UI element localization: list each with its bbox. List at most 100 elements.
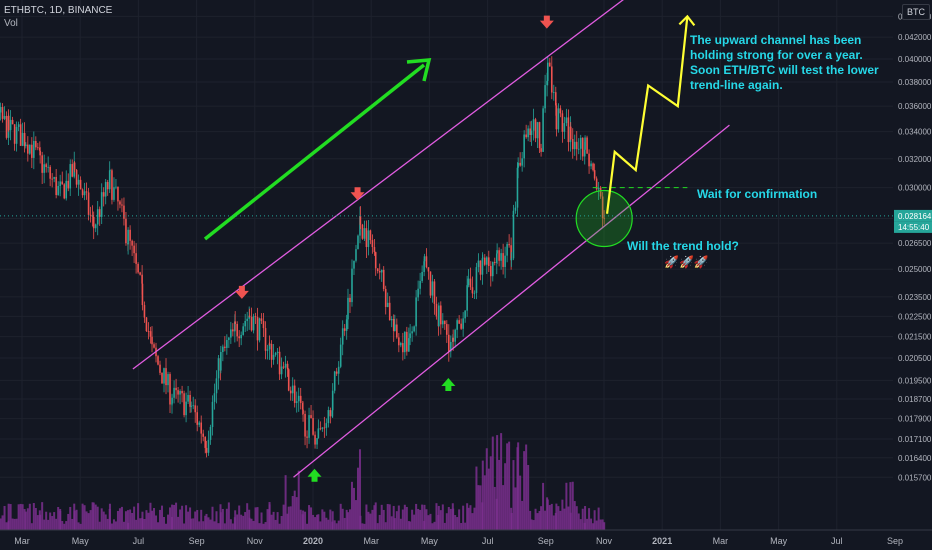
candle-body: [417, 288, 419, 298]
volume-bar: [92, 502, 95, 530]
upper-channel-line[interactable]: [132, 0, 739, 370]
candle-body: [192, 405, 195, 407]
candle-body: [460, 323, 462, 329]
lower-channel-line[interactable]: [293, 124, 730, 478]
time-tick-label: May: [770, 536, 788, 546]
volume-bar: [356, 467, 359, 530]
candle-body: [479, 260, 482, 275]
volume-bar: [69, 506, 72, 530]
candle-body: [369, 230, 372, 241]
time-axis[interactable]: Mar May Jul Sep Nov 2020 Mar May Jul Sep Nov 2021 Ma…: [0, 529, 932, 546]
volume-bar: [165, 523, 168, 530]
volume-bar: [536, 513, 539, 530]
volume-bar: [557, 506, 560, 530]
volume-bar: [24, 511, 27, 530]
volume-bar: [209, 519, 212, 530]
candle-body: [584, 137, 586, 150]
volume-bar: [21, 504, 24, 530]
focus-circle[interactable]: [575, 189, 633, 248]
candle-body: [282, 366, 285, 368]
candle-body: [297, 395, 300, 402]
candle-body: [603, 217, 605, 219]
candle-body: [339, 344, 342, 367]
volume-bar: [592, 523, 595, 530]
candle-body: [404, 331, 406, 353]
candle-body: [198, 422, 201, 425]
volume-bar: [258, 523, 261, 530]
volume-bar: [248, 517, 251, 530]
symbol-header[interactable]: ETHBTC, 1D, BINANCE: [4, 5, 113, 16]
volume-bar: [374, 502, 377, 530]
volume-bar: [312, 514, 315, 530]
time-tick-label: 2021: [652, 536, 672, 546]
volume-bar: [363, 523, 366, 530]
yellow-projection-path[interactable]: [605, 16, 689, 214]
candle-body: [538, 122, 541, 149]
green-trend-arrow[interactable]: [203, 58, 432, 241]
candle-body: [386, 302, 389, 308]
candle-body: [57, 185, 59, 196]
volume-bar: [581, 508, 584, 530]
candle-body: [230, 329, 232, 338]
volume-bar: [155, 515, 158, 530]
volume-bar: [308, 505, 311, 530]
candle-body: [319, 428, 322, 430]
time-tick-label: Jul: [482, 536, 494, 546]
price-tick-label: 0.025000: [898, 265, 932, 274]
candle-body: [378, 271, 381, 273]
candle-body: [388, 302, 391, 321]
volume-bar: [291, 496, 294, 530]
candle-body: [286, 363, 289, 370]
volume-bar: [254, 507, 257, 530]
candle-body: [258, 318, 261, 341]
volume-bar: [458, 509, 461, 530]
price-tick-label: 0.015700: [898, 473, 932, 482]
volume-bar: [337, 520, 340, 530]
volume-bar: [270, 514, 273, 530]
candle-body: [67, 180, 70, 189]
candle-body: [81, 189, 84, 196]
candle-body: [204, 436, 207, 448]
volume-bar: [456, 517, 459, 530]
volume-bar: [427, 515, 430, 530]
candle-body: [402, 343, 404, 353]
candle-body: [512, 210, 515, 259]
volume-bar: [183, 523, 186, 530]
candle-body: [525, 134, 527, 138]
candle-body: [13, 124, 16, 144]
candle-body: [183, 393, 185, 416]
candle-body: [159, 364, 161, 373]
candle-body: [151, 336, 153, 345]
volume-bar: [577, 513, 580, 530]
candle-body: [59, 181, 62, 185]
candle-body: [284, 363, 287, 368]
candle-body: [329, 410, 332, 417]
candle-body: [341, 328, 344, 345]
volume-bar: [175, 502, 178, 530]
price-axis[interactable]: 0.015700 0.016400 0.017100 0.017900 0.018700…: [893, 0, 932, 530]
time-tick-label: May: [72, 536, 90, 546]
volume-bar: [493, 486, 496, 530]
candle-body: [61, 181, 64, 185]
candle-body: [100, 192, 103, 217]
volume-bar: [102, 511, 105, 530]
volume-bar: [555, 503, 558, 530]
candle-body: [409, 333, 411, 339]
candle-body: [149, 331, 152, 337]
candle-body: [27, 144, 29, 154]
candle-body: [226, 339, 228, 348]
candle-body: [357, 235, 359, 250]
candle-body: [92, 216, 95, 229]
candle-body: [429, 271, 432, 296]
volume-bar: [272, 511, 275, 530]
price-tick-label: 0.019500: [898, 376, 932, 385]
volume-bar: [163, 516, 166, 530]
candle-body: [181, 391, 183, 394]
volume-bar: [367, 511, 370, 530]
candle-body: [234, 321, 236, 324]
currency-badge[interactable]: BTC: [902, 4, 930, 20]
time-tick-label: Jul: [133, 536, 145, 546]
candle-body: [171, 397, 173, 404]
candle-body: [544, 85, 546, 109]
